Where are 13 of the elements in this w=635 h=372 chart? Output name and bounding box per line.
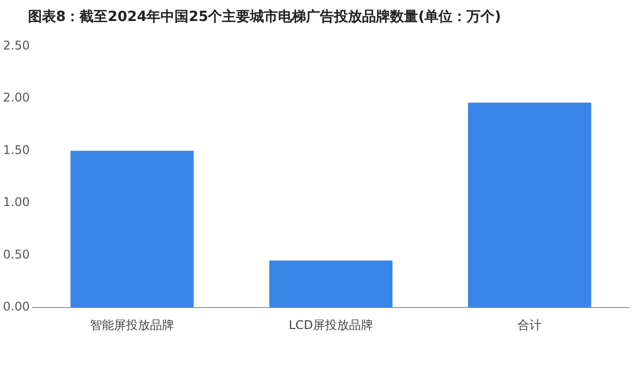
y-tick-label: 0.00 xyxy=(3,300,30,314)
y-tick-label: 1.00 xyxy=(3,195,30,210)
bar xyxy=(70,150,194,308)
y-tick-label: 2.50 xyxy=(3,38,30,52)
chart-title: 图表8：截至2024年中国25个主要城市电梯广告投放品牌数量(单位：万个) xyxy=(28,8,501,26)
bar xyxy=(468,102,592,308)
y-tick-label: 2.00 xyxy=(3,90,30,105)
x-tick-label: 合计 xyxy=(518,318,542,332)
x-tick-label: LCD屏投放品牌 xyxy=(288,318,374,332)
bar xyxy=(269,260,392,308)
x-tick-label: 智能屏投放品牌 xyxy=(90,318,174,332)
y-tick-label: 1.50 xyxy=(3,142,30,157)
y-tick-label: 0.50 xyxy=(3,247,30,262)
